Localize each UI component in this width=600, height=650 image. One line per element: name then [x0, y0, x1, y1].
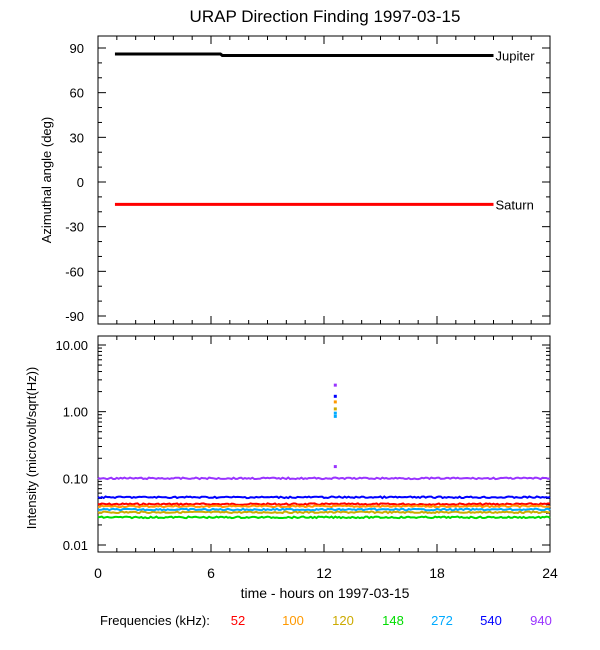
intensity-ylabel: Intensity (microvolt/sqrt(Hz)) [24, 367, 39, 530]
spike-point [333, 414, 337, 418]
intensity-panel-frame [97, 335, 551, 553]
legend-entry-52: 52 [231, 613, 245, 628]
intensity-line-540 [97, 495, 551, 500]
intensity-line-940 [97, 476, 551, 481]
spike-point [333, 400, 337, 404]
spike-point [333, 383, 337, 387]
azimuth-ytick-label: -60 [65, 264, 84, 279]
intensity-ytick-label: 10.00 [55, 338, 88, 353]
intensity-xlabel: time - hours on 1997-03-15 [241, 585, 410, 601]
series-label-jupiter: Jupiter [496, 48, 536, 63]
intensity-ytick-label: 0.01 [63, 538, 88, 553]
legend-entry-940: 940 [530, 613, 552, 628]
azimuth-ytick-label: 0 [77, 175, 84, 190]
azimuth-ytick-label: 60 [70, 86, 84, 101]
azimuth-series: Jupiter Saturn [114, 48, 536, 212]
intensity-line-120 [97, 510, 551, 515]
intensity-xtick-label: 24 [542, 565, 558, 581]
azimuth-ytick-label: 90 [70, 41, 84, 56]
azimuth-ylabel: Azimuthal angle (deg) [39, 117, 54, 243]
series-label-saturn: Saturn [496, 197, 534, 212]
intensity-trace-120 [97, 510, 551, 515]
intensity-trace-540 [97, 495, 551, 500]
azimuth-ytick-label: -30 [65, 220, 84, 235]
legend-entry-120: 120 [332, 613, 354, 628]
intensity-xtick-label: 18 [429, 565, 445, 581]
intensity-trace-52 [97, 502, 551, 507]
intensity-trace-272 [97, 507, 551, 512]
intensity-line-148 [97, 515, 551, 520]
intensity-line-52 [97, 502, 551, 507]
azimuth-ytick-label: -90 [65, 309, 84, 324]
intensity-ytick-label: 1.00 [63, 405, 88, 420]
intensity-series [97, 383, 551, 520]
azimuth-ytick-label: 30 [70, 130, 84, 145]
intensity-trace-148 [97, 515, 551, 520]
intensity-xtick-label: 0 [94, 565, 102, 581]
intensity-trace-940 [97, 476, 551, 481]
spike-point [333, 411, 337, 415]
legend-entry-100: 100 [282, 613, 304, 628]
intensity-xtick-label: 6 [207, 565, 215, 581]
chart-title: URAP Direction Finding 1997-03-15 [190, 7, 461, 26]
legend-entry-148: 148 [382, 613, 404, 628]
legend-title: Frequencies (kHz): [100, 613, 210, 628]
legend-entry-272: 272 [431, 613, 453, 628]
intensity-ytick-label: 0.10 [63, 471, 88, 486]
azimuth-axes: 90 60 30 0 -30 -60 -90 [65, 36, 551, 324]
legend-entry-540: 540 [480, 613, 502, 628]
spike-point [333, 407, 337, 411]
spike-point [333, 465, 337, 469]
frequency-legend: Frequencies (kHz): 52 100 120 148 272 540 940 [100, 613, 552, 628]
azimuth-panel-frame [97, 35, 551, 325]
intensity-trace-100 [97, 504, 551, 509]
spike-point [333, 394, 337, 398]
intensity-line-272 [97, 507, 551, 512]
series-line-jupiter [114, 52, 494, 57]
intensity-axes: 10.00 1.00 0.10 0.01 0 6 12 18 24 [55, 336, 558, 581]
intensity-line-100 [97, 504, 551, 509]
intensity-xtick-label: 12 [316, 565, 332, 581]
